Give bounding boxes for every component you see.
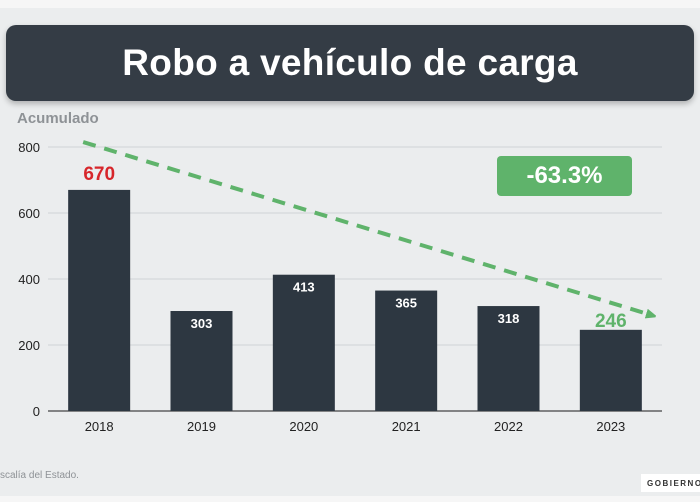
bottom-strip xyxy=(0,496,700,502)
gobierno-logo: GOBIERNO xyxy=(641,474,700,492)
bar xyxy=(375,290,438,411)
x-tick-label: 2020 xyxy=(289,419,318,434)
x-tick-label: 2023 xyxy=(596,419,625,434)
x-tick-label: 2019 xyxy=(187,419,216,434)
x-tick-label: 2021 xyxy=(392,419,421,434)
y-tick-label: 400 xyxy=(18,272,40,287)
chart-title: Robo a vehículo de carga xyxy=(122,42,578,83)
x-tick-label: 2018 xyxy=(85,419,114,434)
data-label: 365 xyxy=(395,296,417,311)
bar xyxy=(272,274,335,411)
x-tick-label: 2022 xyxy=(494,419,523,434)
bar xyxy=(579,329,642,411)
percent-change-badge: -63.3% xyxy=(497,156,632,196)
data-label: 413 xyxy=(293,280,315,295)
data-label: 318 xyxy=(498,311,520,326)
y-tick-label: 0 xyxy=(33,404,40,419)
bar xyxy=(170,311,233,411)
y-tick-label: 800 xyxy=(18,140,40,155)
data-label: 670 xyxy=(83,164,115,185)
bar xyxy=(68,189,131,411)
title-banner: Robo a vehículo de carga xyxy=(6,25,694,101)
data-label: 246 xyxy=(595,311,627,332)
y-tick-label: 200 xyxy=(18,338,40,353)
y-axis-label: Acumulado xyxy=(17,110,99,127)
data-label: 303 xyxy=(191,316,213,331)
bar xyxy=(477,306,540,411)
top-strip xyxy=(0,0,700,8)
source-note: scalía del Estado. xyxy=(0,470,79,481)
y-tick-label: 600 xyxy=(18,206,40,221)
trend-arrow xyxy=(82,140,652,315)
